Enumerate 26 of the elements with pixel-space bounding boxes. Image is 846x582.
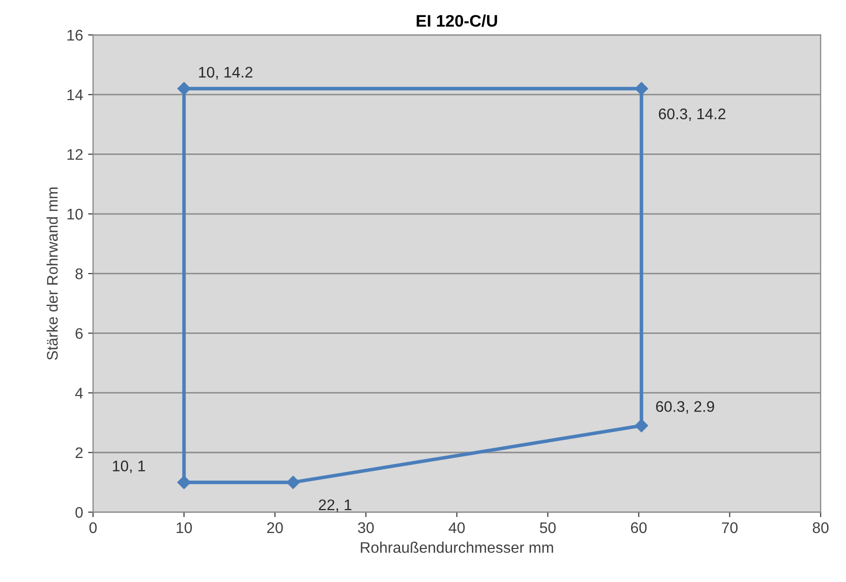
y-tick-label: 2 bbox=[76, 447, 83, 458]
x-tick-label: 20 bbox=[267, 522, 283, 534]
x-axis-title: Rohraußendurchmesser mm bbox=[360, 542, 554, 553]
y-tick-label: 10 bbox=[68, 208, 83, 220]
x-tick-label: 0 bbox=[89, 522, 97, 534]
x-tick-label: 70 bbox=[722, 522, 738, 534]
annotation: 10, 1 bbox=[112, 460, 146, 474]
x-tick-label: 40 bbox=[448, 522, 465, 534]
y-tick-label: 14 bbox=[68, 90, 83, 100]
y-tick-label: 0 bbox=[75, 507, 83, 518]
x-tick-label: 10 bbox=[176, 522, 192, 534]
x-tick-label: 50 bbox=[540, 522, 556, 534]
y-tick-label: 16 bbox=[68, 30, 83, 41]
y-tick-label: 6 bbox=[76, 328, 83, 339]
y-axis-title: Stärke der Rohrwand mm bbox=[46, 188, 58, 360]
x-tick-label: 80 bbox=[812, 522, 829, 534]
x-tick-label: 60 bbox=[631, 522, 647, 534]
chart-title: EI 120-C/U bbox=[416, 14, 498, 27]
annotation: 10, 14.2 bbox=[199, 66, 252, 80]
annotation: 60.3, 14.2 bbox=[658, 108, 726, 122]
y-tick-label: 8 bbox=[76, 268, 83, 280]
y-tick-label: 12 bbox=[68, 149, 83, 160]
annotation: 60.3, 2.9 bbox=[656, 401, 714, 414]
annotation: 22, 1 bbox=[318, 499, 352, 512]
x-tick-label: 30 bbox=[358, 522, 374, 534]
y-tick-label: 4 bbox=[75, 388, 83, 398]
